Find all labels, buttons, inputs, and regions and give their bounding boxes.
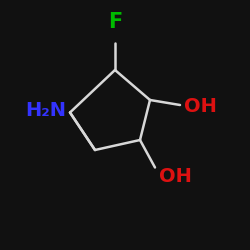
Text: F: F <box>108 12 122 32</box>
Text: H₂N: H₂N <box>25 100 66 119</box>
Text: OH: OH <box>159 167 192 186</box>
Text: OH: OH <box>184 97 216 116</box>
